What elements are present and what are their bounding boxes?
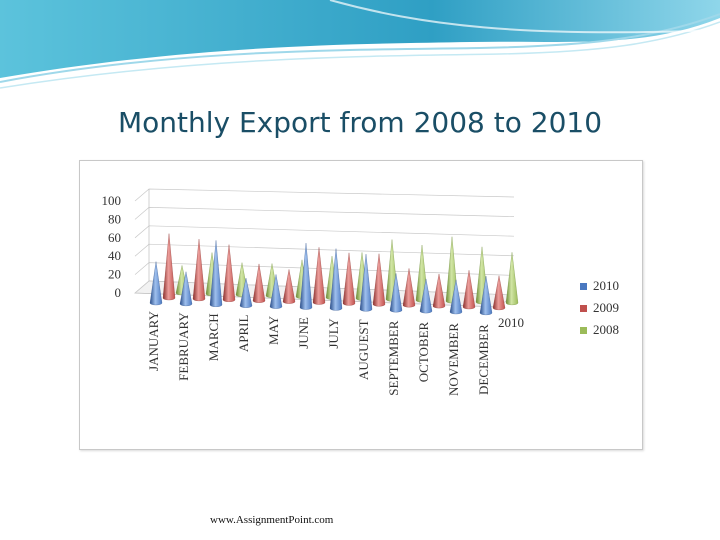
cone-chart: 0 20 40 60 80 100 JANUARY FEBRUARY MARCH APRIL MA… — [102, 188, 524, 396]
gridline — [134, 207, 515, 220]
cone-2009-may — [282, 269, 296, 304]
cone-2010-january — [149, 261, 163, 306]
x-tick-label: MAY — [266, 315, 281, 345]
cone-2009-january — [162, 233, 176, 301]
x-tick-label: FEBRUARY — [176, 312, 191, 381]
slide-title: Monthly Export from 2008 to 2010 — [117, 106, 603, 139]
chart-container: 0 20 40 60 80 100 JANUARY FEBRUARY MARCH APRIL MA… — [79, 160, 643, 450]
legend-item-2009: 2009 — [580, 297, 619, 319]
x-tick-label: DECEMBER — [476, 324, 491, 395]
legend-swatch — [580, 326, 587, 334]
y-tick-label: 100 — [102, 193, 122, 208]
cone-2009-december — [492, 275, 506, 311]
cone-2009-november — [462, 270, 476, 310]
y-axis-ticks: 0 20 40 60 80 100 — [102, 193, 122, 300]
legend-label: 2008 — [593, 322, 619, 337]
depth-axis-labels: 2010 — [498, 315, 524, 330]
x-tick-label: JANUARY — [146, 310, 161, 371]
legend-label: 2010 — [593, 278, 619, 293]
cone-2009-september — [402, 268, 416, 308]
cone-2010-may — [269, 274, 283, 309]
gridline — [134, 225, 515, 239]
header-wave-decoration — [0, 0, 720, 89]
x-tick-label: JULY — [326, 318, 341, 349]
cone-2009-october — [432, 273, 446, 309]
cone-2009-february — [192, 239, 206, 302]
cone-2009-march — [222, 244, 236, 302]
cone-2010-february — [179, 271, 193, 307]
cone-2010-december — [479, 276, 493, 316]
x-tick-label: OCTOBER — [416, 321, 431, 382]
legend-item-2008: 2008 — [580, 319, 619, 341]
gridline — [134, 243, 515, 257]
cone-2009-april — [252, 263, 266, 303]
x-tick-label: JUNE — [296, 317, 311, 349]
x-tick-label: SEPTEMBER — [386, 320, 401, 395]
y-tick-label: 80 — [108, 211, 121, 226]
cone-2010-july — [329, 248, 343, 311]
cone-2009-july — [342, 252, 356, 306]
cone-2010-september — [389, 273, 403, 313]
y-tick-label: 20 — [108, 267, 121, 282]
y-tick-label: 60 — [108, 230, 121, 245]
legend-item-2010: 2010 — [580, 275, 619, 297]
legend-label: 2009 — [593, 300, 619, 315]
cone-2010-june — [299, 243, 313, 310]
cone-2008-december — [505, 252, 519, 306]
gridline — [134, 262, 515, 276]
footer-url: www.AssignmentPoint.com — [210, 514, 334, 526]
chart-cones — [149, 233, 519, 316]
gridline — [134, 188, 515, 202]
x-axis-labels: JANUARY FEBRUARY MARCH APRIL MAY JUNE JULY AUGU… — [146, 310, 491, 396]
cone-2010-auguest — [359, 254, 373, 312]
cone-2010-march — [209, 240, 223, 307]
depth-axis-label: 2010 — [498, 315, 524, 330]
chart-legend: 2010 2009 2008 — [580, 275, 619, 341]
legend-swatch — [580, 304, 587, 312]
x-tick-label: NOVEMBER — [446, 323, 461, 396]
y-tick-label: 0 — [115, 285, 122, 300]
y-tick-label: 40 — [108, 248, 121, 263]
x-tick-label: APRIL — [236, 315, 251, 353]
cone-2009-auguest — [372, 253, 386, 307]
cone-2010-october — [419, 278, 433, 314]
cone-2009-june — [312, 247, 326, 305]
x-tick-label: AUGUEST — [356, 319, 371, 380]
cone-2010-november — [449, 279, 463, 315]
legend-swatch — [580, 282, 587, 290]
cone-2010-april — [239, 278, 253, 308]
x-tick-label: MARCH — [206, 313, 221, 361]
